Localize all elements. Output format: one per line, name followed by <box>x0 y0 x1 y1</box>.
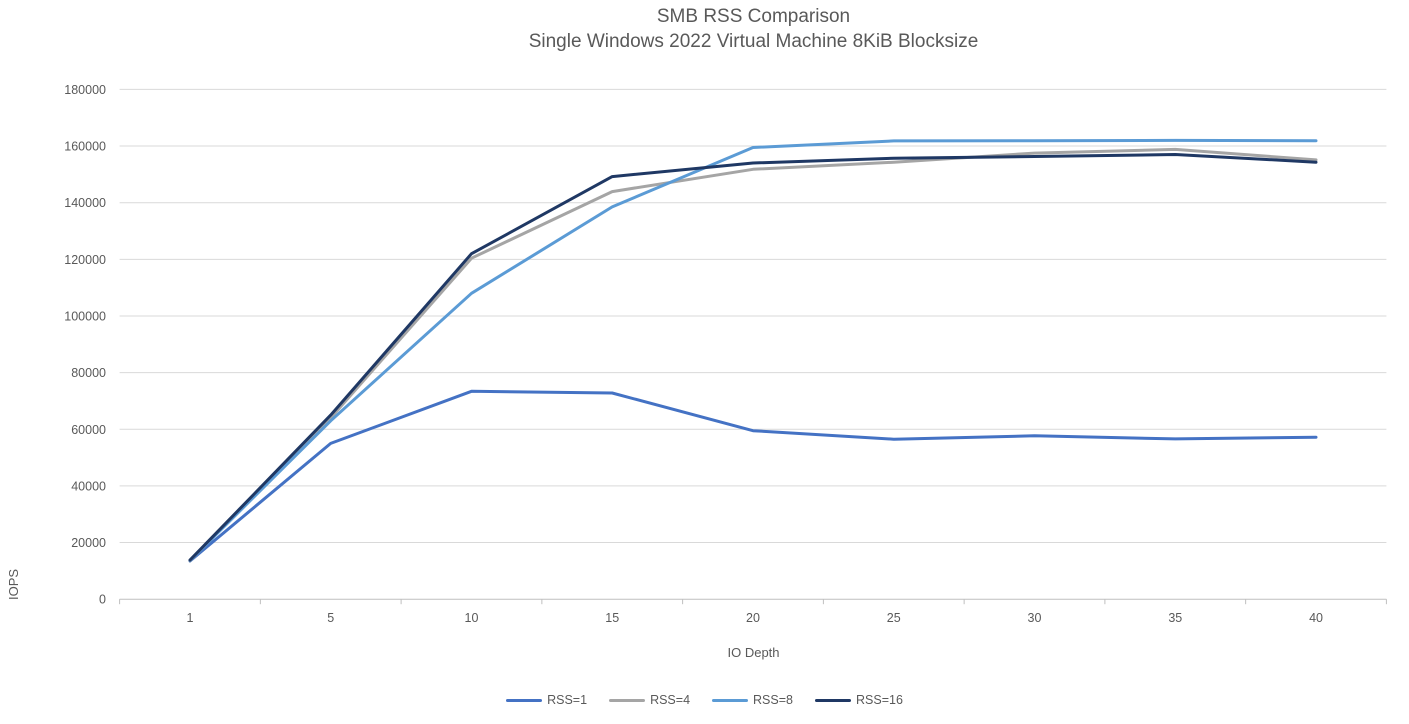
x-tick-label: 35 <box>1168 611 1182 625</box>
x-tick-label: 5 <box>327 611 334 625</box>
x-tick-label: 20 <box>746 611 760 625</box>
y-tick-label: 60000 <box>71 423 106 437</box>
legend-swatch-RSS=8 <box>712 698 749 702</box>
legend-label: RSS=4 <box>650 693 691 707</box>
x-tick-label: 15 <box>605 611 619 625</box>
x-tick-label: 25 <box>887 611 901 625</box>
x-tick-label: 10 <box>465 611 479 625</box>
x-tick-label: 30 <box>1028 611 1042 625</box>
legend-item-RSS=1: RSS=1 <box>506 693 587 707</box>
y-tick-label: 140000 <box>64 196 106 210</box>
y-tick-label: 100000 <box>64 309 106 323</box>
legend-label: RSS=16 <box>856 693 903 707</box>
chart-subtitle: Single Windows 2022 Virtual Machine 8KiB… <box>528 31 979 52</box>
series-line-RSS=4 <box>188 147 1318 563</box>
legend-item-RSS=4: RSS=4 <box>609 693 690 707</box>
legend-swatch-RSS=1 <box>506 698 543 702</box>
y-tick-label: 0 <box>99 593 106 607</box>
chart-title-block: SMB RSS Comparison Single Windows 2022 V… <box>120 4 1387 54</box>
legend-label: RSS=1 <box>547 693 588 707</box>
series-line-RSS=1 <box>188 389 1318 563</box>
x-axis-title: IO Depth <box>727 645 780 660</box>
y-tick-label: 40000 <box>71 479 106 493</box>
y-tick-label: 160000 <box>64 140 106 154</box>
x-tick-label: 1 <box>187 611 194 625</box>
legend-label: RSS=8 <box>753 693 793 707</box>
legend-swatch-RSS=16 <box>815 698 851 702</box>
y-tick-label: 80000 <box>71 366 106 380</box>
series-line-RSS=8 <box>188 138 1318 562</box>
legend-item-RSS=8: RSS=8 <box>712 693 793 707</box>
legend-swatch-RSS=4 <box>609 698 646 702</box>
legend-item-RSS=16: RSS=16 <box>815 693 903 707</box>
x-tick-label: 40 <box>1309 611 1323 625</box>
y-tick-label: 20000 <box>71 536 106 550</box>
chart-title: SMB RSS Comparison <box>656 6 851 27</box>
legend: RSS=1 RSS=4 RSS=8 RSS=16 <box>0 693 1409 707</box>
y-tick-label: 180000 <box>64 83 106 97</box>
series-line-RSS=16 <box>188 153 1318 562</box>
y-tick-label: 120000 <box>64 253 106 267</box>
y-axis-title: IOPS <box>6 568 21 600</box>
